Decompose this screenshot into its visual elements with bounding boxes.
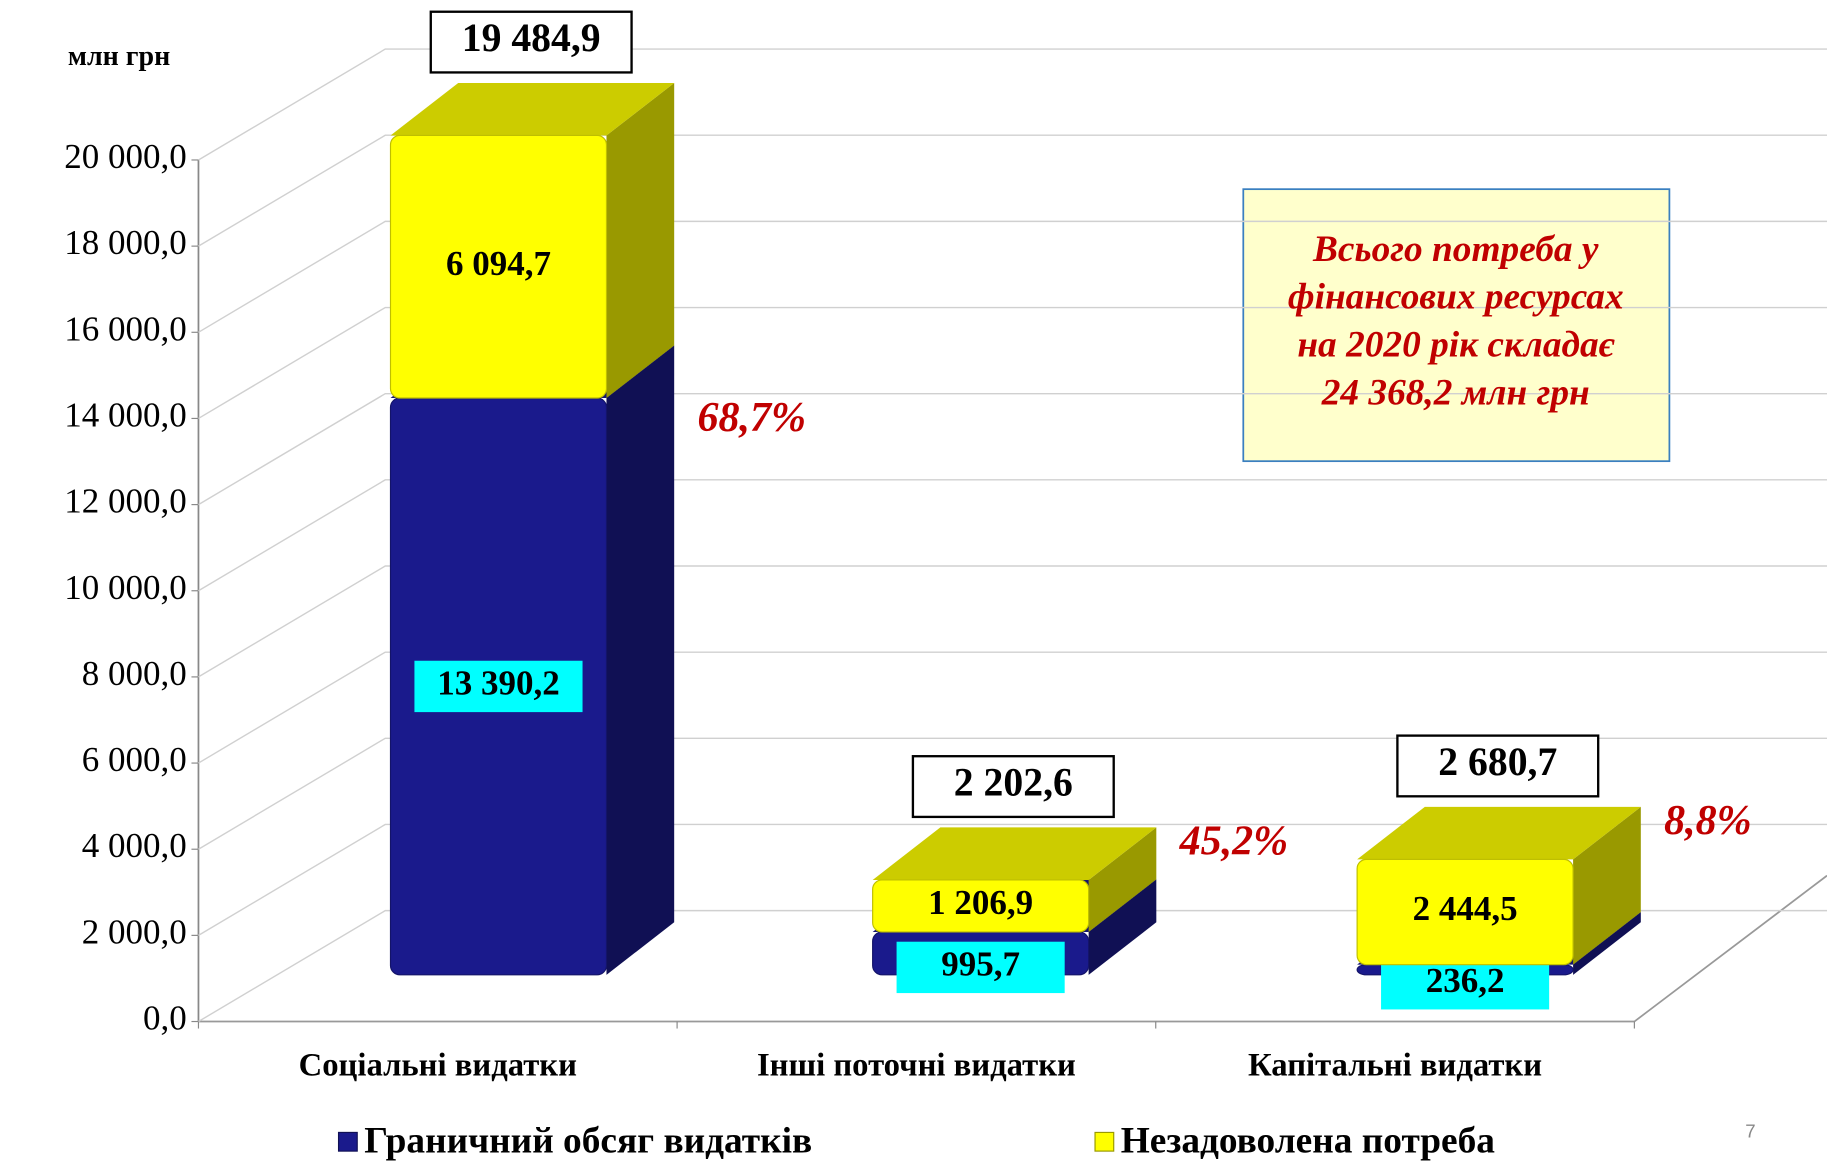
annotation-line: 24 368,2 млн грн [1321, 372, 1590, 413]
bar-side [1573, 806, 1641, 965]
grid-line [198, 48, 1827, 161]
legend-label: Незадоволена потреба [1121, 1121, 1496, 1162]
grid-line [198, 220, 1827, 333]
x-tick-label: Соціальні видатки [299, 1048, 577, 1084]
value-label: 1 206,9 [928, 883, 1033, 922]
y-tick-label: 2 000,0 [82, 912, 187, 951]
bar-side [1573, 912, 1641, 975]
total-box [429, 10, 633, 74]
y-tick-label: 18 000,0 [64, 223, 187, 262]
grid-line [198, 392, 1827, 506]
bar-segment [389, 82, 675, 399]
grid-line [198, 306, 1827, 420]
total-box [1396, 734, 1600, 798]
value-label: 236,2 [1426, 961, 1505, 1000]
share-label: 8,8% [1664, 798, 1752, 844]
bar-front [1356, 858, 1574, 966]
grid-line [198, 565, 1827, 678]
annotation-box [1242, 188, 1671, 463]
y-tick-label: 8 000,0 [82, 654, 187, 693]
annotation-line: Всього потреба у [1312, 229, 1599, 270]
value-label: 6 094,7 [446, 244, 551, 283]
value-label: 995,7 [941, 944, 1020, 983]
bar-side [606, 82, 675, 399]
bar-segment [1356, 806, 1641, 966]
bar-front [389, 134, 608, 399]
y-tick-label: 20 000,0 [64, 137, 187, 176]
bar-top [1357, 806, 1641, 860]
x-tick-label: Інші поточні видатки [757, 1048, 1076, 1084]
total-label: 2 202,6 [954, 761, 1073, 805]
y-tick-label: 0,0 [143, 999, 187, 1038]
y-tick-label: 10 000,0 [64, 568, 187, 607]
x-tick-label: Капітальні видатки [1248, 1048, 1542, 1084]
annotation-line: фінансових ресурсах [1288, 277, 1624, 318]
total-label: 19 484,9 [462, 16, 601, 60]
page-number: 7 [1745, 1120, 1755, 1141]
bar-segment [389, 345, 675, 976]
grid-line [198, 909, 1827, 1023]
value-label-bg [1381, 958, 1550, 1010]
grid-line [198, 823, 1827, 936]
y-tick-label: 16 000,0 [64, 309, 187, 348]
bar-side [606, 345, 675, 975]
total-label: 2 680,7 [1438, 740, 1557, 784]
bar-side [1088, 827, 1157, 932]
grid-line [198, 479, 1827, 592]
legend-swatch [337, 1131, 358, 1152]
bar-front [872, 879, 1090, 933]
bar-segment [872, 827, 1157, 933]
unit-label: млн грн [68, 41, 170, 72]
value-label: 2 444,5 [1413, 889, 1518, 928]
value-label-bg [414, 660, 583, 713]
y-tick-label: 4 000,0 [82, 826, 187, 865]
value-label-bg [896, 941, 1065, 994]
annotation-line: на 2020 рік складає [1297, 325, 1615, 366]
share-label: 68,7% [698, 395, 807, 441]
y-tick-label: 14 000,0 [64, 395, 187, 434]
grid-line [198, 134, 1827, 247]
y-tick-label: 6 000,0 [82, 740, 187, 779]
grid-line [198, 737, 1827, 850]
total-box [911, 755, 1115, 819]
legend-swatch [1094, 1131, 1115, 1152]
value-label: 13 390,2 [437, 663, 560, 702]
bar-side [1088, 879, 1157, 975]
bar-top [390, 82, 675, 136]
bar-top [872, 827, 1157, 880]
legend-label: Граничний обсяг видатків [364, 1121, 812, 1162]
grid-line [198, 651, 1827, 764]
y-tick-label: 12 000,0 [64, 482, 187, 521]
share-label: 45,2% [1179, 819, 1289, 865]
